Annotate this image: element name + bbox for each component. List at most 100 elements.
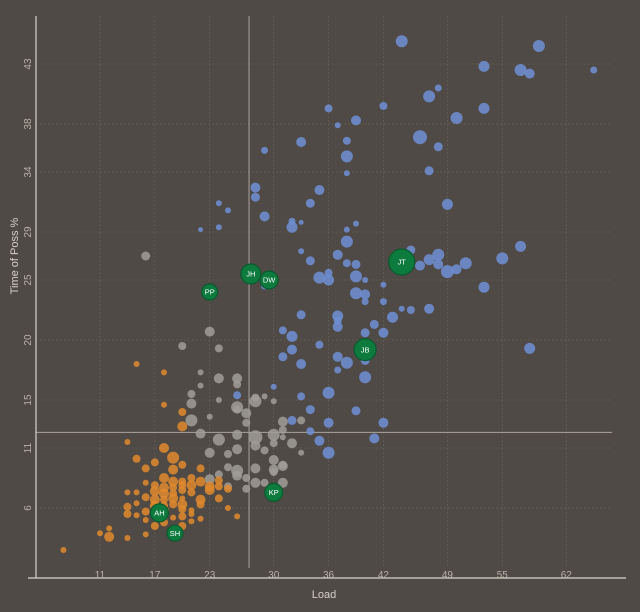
x-tick-label: 62: [561, 570, 573, 581]
data-point-low: [224, 484, 232, 493]
data-point-mid: [197, 382, 204, 389]
data-point-mid: [298, 449, 305, 456]
data-point-high: [259, 211, 270, 222]
data-point-low: [142, 531, 149, 538]
data-point-high: [434, 84, 442, 92]
data-point-high: [424, 303, 435, 314]
data-point-low: [178, 460, 187, 469]
data-point-high: [524, 342, 536, 354]
data-point-mid: [197, 369, 204, 376]
data-point-high: [332, 249, 343, 260]
data-point-high: [314, 185, 325, 195]
x-tick-label: 49: [442, 570, 454, 581]
data-point-high: [305, 256, 315, 266]
data-point-low: [177, 421, 188, 432]
data-point-high: [298, 248, 305, 255]
data-point-low: [178, 408, 187, 416]
data-point-high: [287, 415, 297, 425]
y-tick-label: 15: [23, 394, 34, 406]
highlight-marker: [166, 524, 184, 542]
data-point-high: [306, 427, 315, 436]
data-point-high: [340, 235, 353, 248]
data-point-high: [198, 227, 204, 233]
data-point-low: [214, 482, 223, 491]
data-point-high: [305, 198, 315, 208]
data-point-high: [380, 281, 387, 288]
data-point-mid: [242, 484, 251, 493]
data-point-low: [124, 535, 131, 541]
data-point-low: [161, 369, 167, 376]
data-point-mid: [250, 463, 261, 474]
data-point-high: [287, 344, 297, 355]
y-tick-label: 43: [23, 58, 34, 70]
data-point-mid: [260, 446, 269, 455]
data-point-high: [342, 259, 351, 268]
data-point-high: [332, 321, 343, 332]
data-point-mid: [233, 405, 242, 414]
data-point-high: [433, 142, 443, 152]
highlight-label: JH: [246, 270, 255, 279]
data-point-low: [124, 489, 131, 496]
data-point-mid: [277, 461, 288, 471]
data-point-mid: [213, 373, 224, 384]
data-point-high: [359, 371, 372, 384]
data-point-mid: [204, 474, 215, 485]
data-point-high: [514, 64, 527, 76]
data-point-high: [387, 311, 399, 323]
data-point-high: [278, 326, 287, 335]
data-point-low: [214, 476, 223, 485]
data-point-mid: [233, 380, 242, 389]
data-point-high: [432, 248, 445, 261]
data-point-high: [233, 391, 242, 400]
data-point-low: [168, 476, 179, 487]
data-point-mid: [178, 342, 187, 350]
data-point-high: [415, 260, 425, 271]
data-point-low: [133, 361, 140, 367]
data-point-high: [395, 35, 408, 48]
data-point-high: [496, 252, 509, 265]
data-point-mid: [215, 397, 222, 403]
data-point-low: [97, 530, 103, 537]
highlight-jt: JT: [388, 248, 416, 276]
data-point-high: [297, 392, 306, 401]
data-point-high: [314, 435, 325, 446]
data-point-low: [234, 513, 241, 520]
data-point-high: [324, 104, 333, 113]
data-point-high: [250, 182, 261, 193]
highlight-label: PP: [205, 288, 215, 297]
data-point-low: [159, 473, 169, 483]
data-point-high: [351, 259, 361, 269]
data-point-high: [406, 306, 415, 314]
highlight-label: JT: [398, 258, 407, 267]
highlight-pp: PP: [201, 283, 219, 301]
data-point-high: [398, 305, 405, 312]
grid: [36, 16, 612, 568]
data-point-mid: [204, 447, 215, 458]
data-point-high: [360, 328, 370, 338]
data-point-low: [169, 500, 178, 509]
x-tick-label: 42: [378, 570, 390, 581]
data-point-high: [379, 102, 388, 110]
data-point-mid: [297, 416, 306, 425]
x-tick-label: 55: [497, 570, 509, 581]
highlight-marker: [201, 283, 219, 301]
data-point-high: [350, 270, 362, 283]
highlight-jb: JB: [353, 338, 377, 362]
data-point-high: [334, 366, 342, 374]
data-point-high: [296, 359, 307, 369]
data-point-high: [441, 198, 453, 210]
data-point-high: [478, 102, 490, 114]
data-point-high: [532, 40, 545, 52]
data-point-mid: [224, 450, 232, 458]
y-tick-label: 25: [23, 274, 34, 286]
data-point-high: [323, 274, 335, 286]
data-point-low: [214, 494, 223, 503]
data-point-mid: [187, 390, 196, 398]
data-point-mid: [277, 477, 288, 488]
data-point-high: [351, 406, 361, 416]
y-tick-label: 34: [23, 166, 34, 178]
data-point-high: [340, 356, 353, 369]
data-point-mid: [204, 326, 215, 337]
highlight-marker: [149, 503, 170, 523]
highlighted-players: JT JH DW PP JB KP AH SH: [149, 248, 416, 542]
